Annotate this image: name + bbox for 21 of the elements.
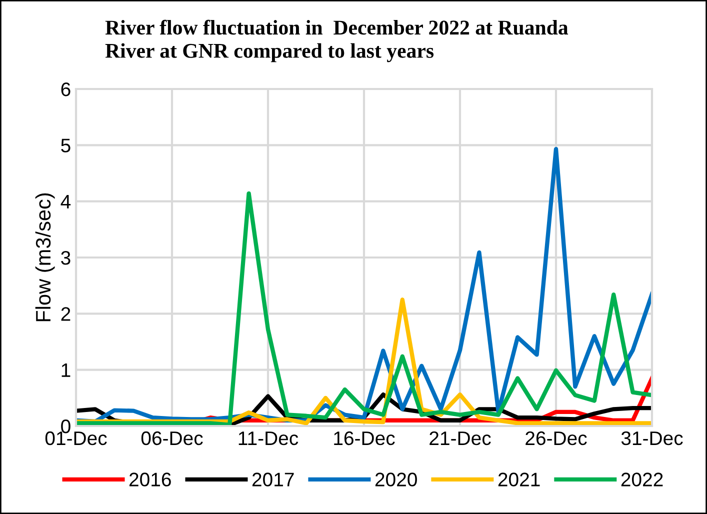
x-tick-label: 21-Dec bbox=[430, 431, 491, 446]
x-tick-label: 06-Dec bbox=[141, 431, 203, 446]
x-tick-label: 31-Dec bbox=[621, 431, 683, 446]
y-tick-label: 4 bbox=[60, 195, 71, 208]
y-tick-label: 5 bbox=[61, 138, 70, 152]
y-tick-label: 1 bbox=[62, 364, 70, 377]
legend-label: 2016 bbox=[129, 472, 171, 486]
y-tick-label: 3 bbox=[61, 250, 70, 265]
x-tick-label: 01-Dec bbox=[45, 431, 107, 446]
legend-label: 2020 bbox=[375, 472, 417, 486]
y-axis-title: Flow (m3/sec) bbox=[35, 193, 55, 322]
legend-label: 2017 bbox=[252, 472, 294, 486]
y-tick-label: 0 bbox=[61, 419, 70, 434]
x-tick-label: 11-Dec bbox=[238, 432, 298, 446]
y-tick-label: 2 bbox=[61, 307, 70, 321]
chart-title: River flow fluctuation in December 2022 at Ruanda River at GNR compared to last years bbox=[105, 20, 568, 62]
x-tick-label: 16-Dec bbox=[334, 431, 395, 446]
y-tick-label: 6 bbox=[61, 82, 70, 96]
legend-label: 2021 bbox=[498, 472, 540, 486]
x-tick-label: 26-Dec bbox=[526, 431, 587, 446]
legend-label: 2022 bbox=[621, 472, 663, 486]
